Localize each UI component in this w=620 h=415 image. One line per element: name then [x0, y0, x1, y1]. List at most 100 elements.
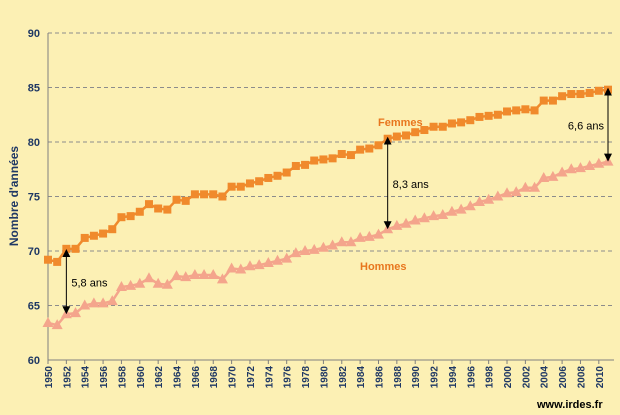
point-femmes: [135, 207, 144, 216]
point-hommes: [42, 316, 54, 327]
point-hommes: [106, 295, 118, 306]
source-text: www.irdes.fr: [536, 399, 603, 411]
point-femmes: [255, 177, 264, 186]
x-tick-label: 1960: [136, 366, 147, 389]
point-hommes: [281, 252, 293, 263]
point-hommes: [308, 243, 320, 254]
point-hommes: [125, 279, 137, 290]
x-tick-label: 1964: [173, 366, 184, 389]
point-femmes: [218, 192, 227, 201]
point-femmes: [521, 105, 530, 114]
point-hommes: [556, 166, 568, 177]
point-femmes: [475, 112, 484, 121]
point-hommes: [262, 256, 274, 267]
point-femmes: [548, 96, 557, 105]
y-tick-label: 70: [28, 246, 40, 258]
x-tick-label: 2010: [595, 366, 606, 389]
point-hommes: [79, 299, 91, 310]
point-femmes: [402, 131, 411, 140]
point-femmes: [310, 156, 319, 165]
point-hommes: [391, 219, 403, 230]
point-hommes: [134, 277, 146, 288]
point-hommes: [574, 162, 586, 173]
x-tick-label: 1982: [338, 366, 349, 389]
x-tick-label: 1974: [264, 366, 275, 389]
y-axis-label: Nombre d'années: [7, 146, 21, 247]
point-hommes: [437, 209, 449, 220]
point-femmes: [328, 154, 337, 163]
y-tick-labels: 60 65 70 75 80 85 90: [28, 28, 40, 367]
x-tick-label: 1968: [209, 366, 220, 389]
point-femmes: [503, 107, 512, 116]
x-tick-label: 1954: [81, 366, 92, 389]
point-hommes: [327, 239, 339, 250]
point-femmes: [484, 111, 493, 120]
point-hommes: [244, 260, 256, 271]
point-hommes: [235, 263, 247, 274]
point-femmes: [558, 92, 567, 101]
gridlines: [48, 32, 614, 306]
point-hommes: [354, 231, 366, 242]
series-label-femmes: Femmes: [378, 117, 423, 129]
point-hommes: [70, 307, 82, 318]
point-femmes: [273, 171, 282, 180]
point-femmes: [447, 119, 456, 128]
point-femmes: [53, 257, 62, 266]
point-hommes: [226, 262, 238, 273]
point-femmes: [144, 200, 153, 209]
point-femmes: [356, 145, 365, 154]
point-hommes: [501, 187, 513, 198]
point-hommes: [198, 268, 210, 279]
point-hommes: [115, 280, 127, 291]
point-hommes: [189, 268, 201, 279]
gap-label: 5,8 ans: [71, 278, 108, 290]
y-tick-label: 65: [28, 301, 40, 313]
point-femmes: [80, 233, 89, 242]
point-hommes: [88, 297, 100, 308]
point-hommes: [510, 186, 522, 197]
point-hommes: [180, 271, 192, 282]
annotations: 5,8 ans 8,3 ans 6,6 ans: [62, 87, 612, 315]
point-femmes: [236, 182, 245, 191]
point-femmes: [429, 122, 438, 131]
y-tick-label: 90: [28, 28, 40, 40]
y-tick-label: 80: [28, 137, 40, 149]
y-tick-label: 75: [28, 192, 40, 204]
x-tick-label: 1998: [485, 366, 496, 389]
point-femmes: [567, 90, 576, 99]
point-hommes: [593, 157, 605, 168]
x-tick-label: 2006: [558, 366, 569, 389]
point-femmes: [291, 161, 300, 170]
point-hommes: [409, 214, 421, 225]
point-hommes: [143, 272, 155, 283]
x-tick-label: 2002: [521, 366, 532, 389]
point-hommes: [565, 163, 577, 174]
point-hommes: [152, 277, 164, 288]
point-femmes: [282, 168, 291, 177]
x-tick-label: 1952: [62, 366, 73, 389]
point-femmes: [181, 196, 190, 205]
point-femmes: [71, 244, 80, 253]
point-femmes: [62, 244, 71, 253]
y-tick-label: 85: [28, 83, 40, 95]
point-hommes: [519, 181, 531, 192]
point-femmes: [346, 151, 355, 160]
point-hommes: [216, 273, 228, 284]
x-tick-label: 1978: [301, 366, 312, 389]
point-hommes: [400, 217, 412, 228]
x-tick-label: 2000: [503, 366, 514, 389]
point-femmes: [245, 179, 254, 188]
point-hommes: [464, 200, 476, 211]
x-tick-label: 1956: [99, 366, 110, 389]
point-femmes: [89, 231, 98, 240]
point-hommes: [290, 247, 302, 258]
series-label-hommes: Hommes: [360, 261, 406, 273]
point-hommes: [455, 203, 467, 214]
point-femmes: [117, 213, 126, 222]
point-femmes: [365, 144, 374, 153]
x-tick-label: 1984: [356, 366, 367, 389]
x-tick-label: 1970: [228, 366, 239, 389]
x-tick-labels: 1950 1952 1954 1956 1958 1960 1962 1964 1966 1968…: [44, 360, 606, 388]
point-hommes: [272, 254, 284, 265]
point-hommes: [51, 319, 63, 330]
